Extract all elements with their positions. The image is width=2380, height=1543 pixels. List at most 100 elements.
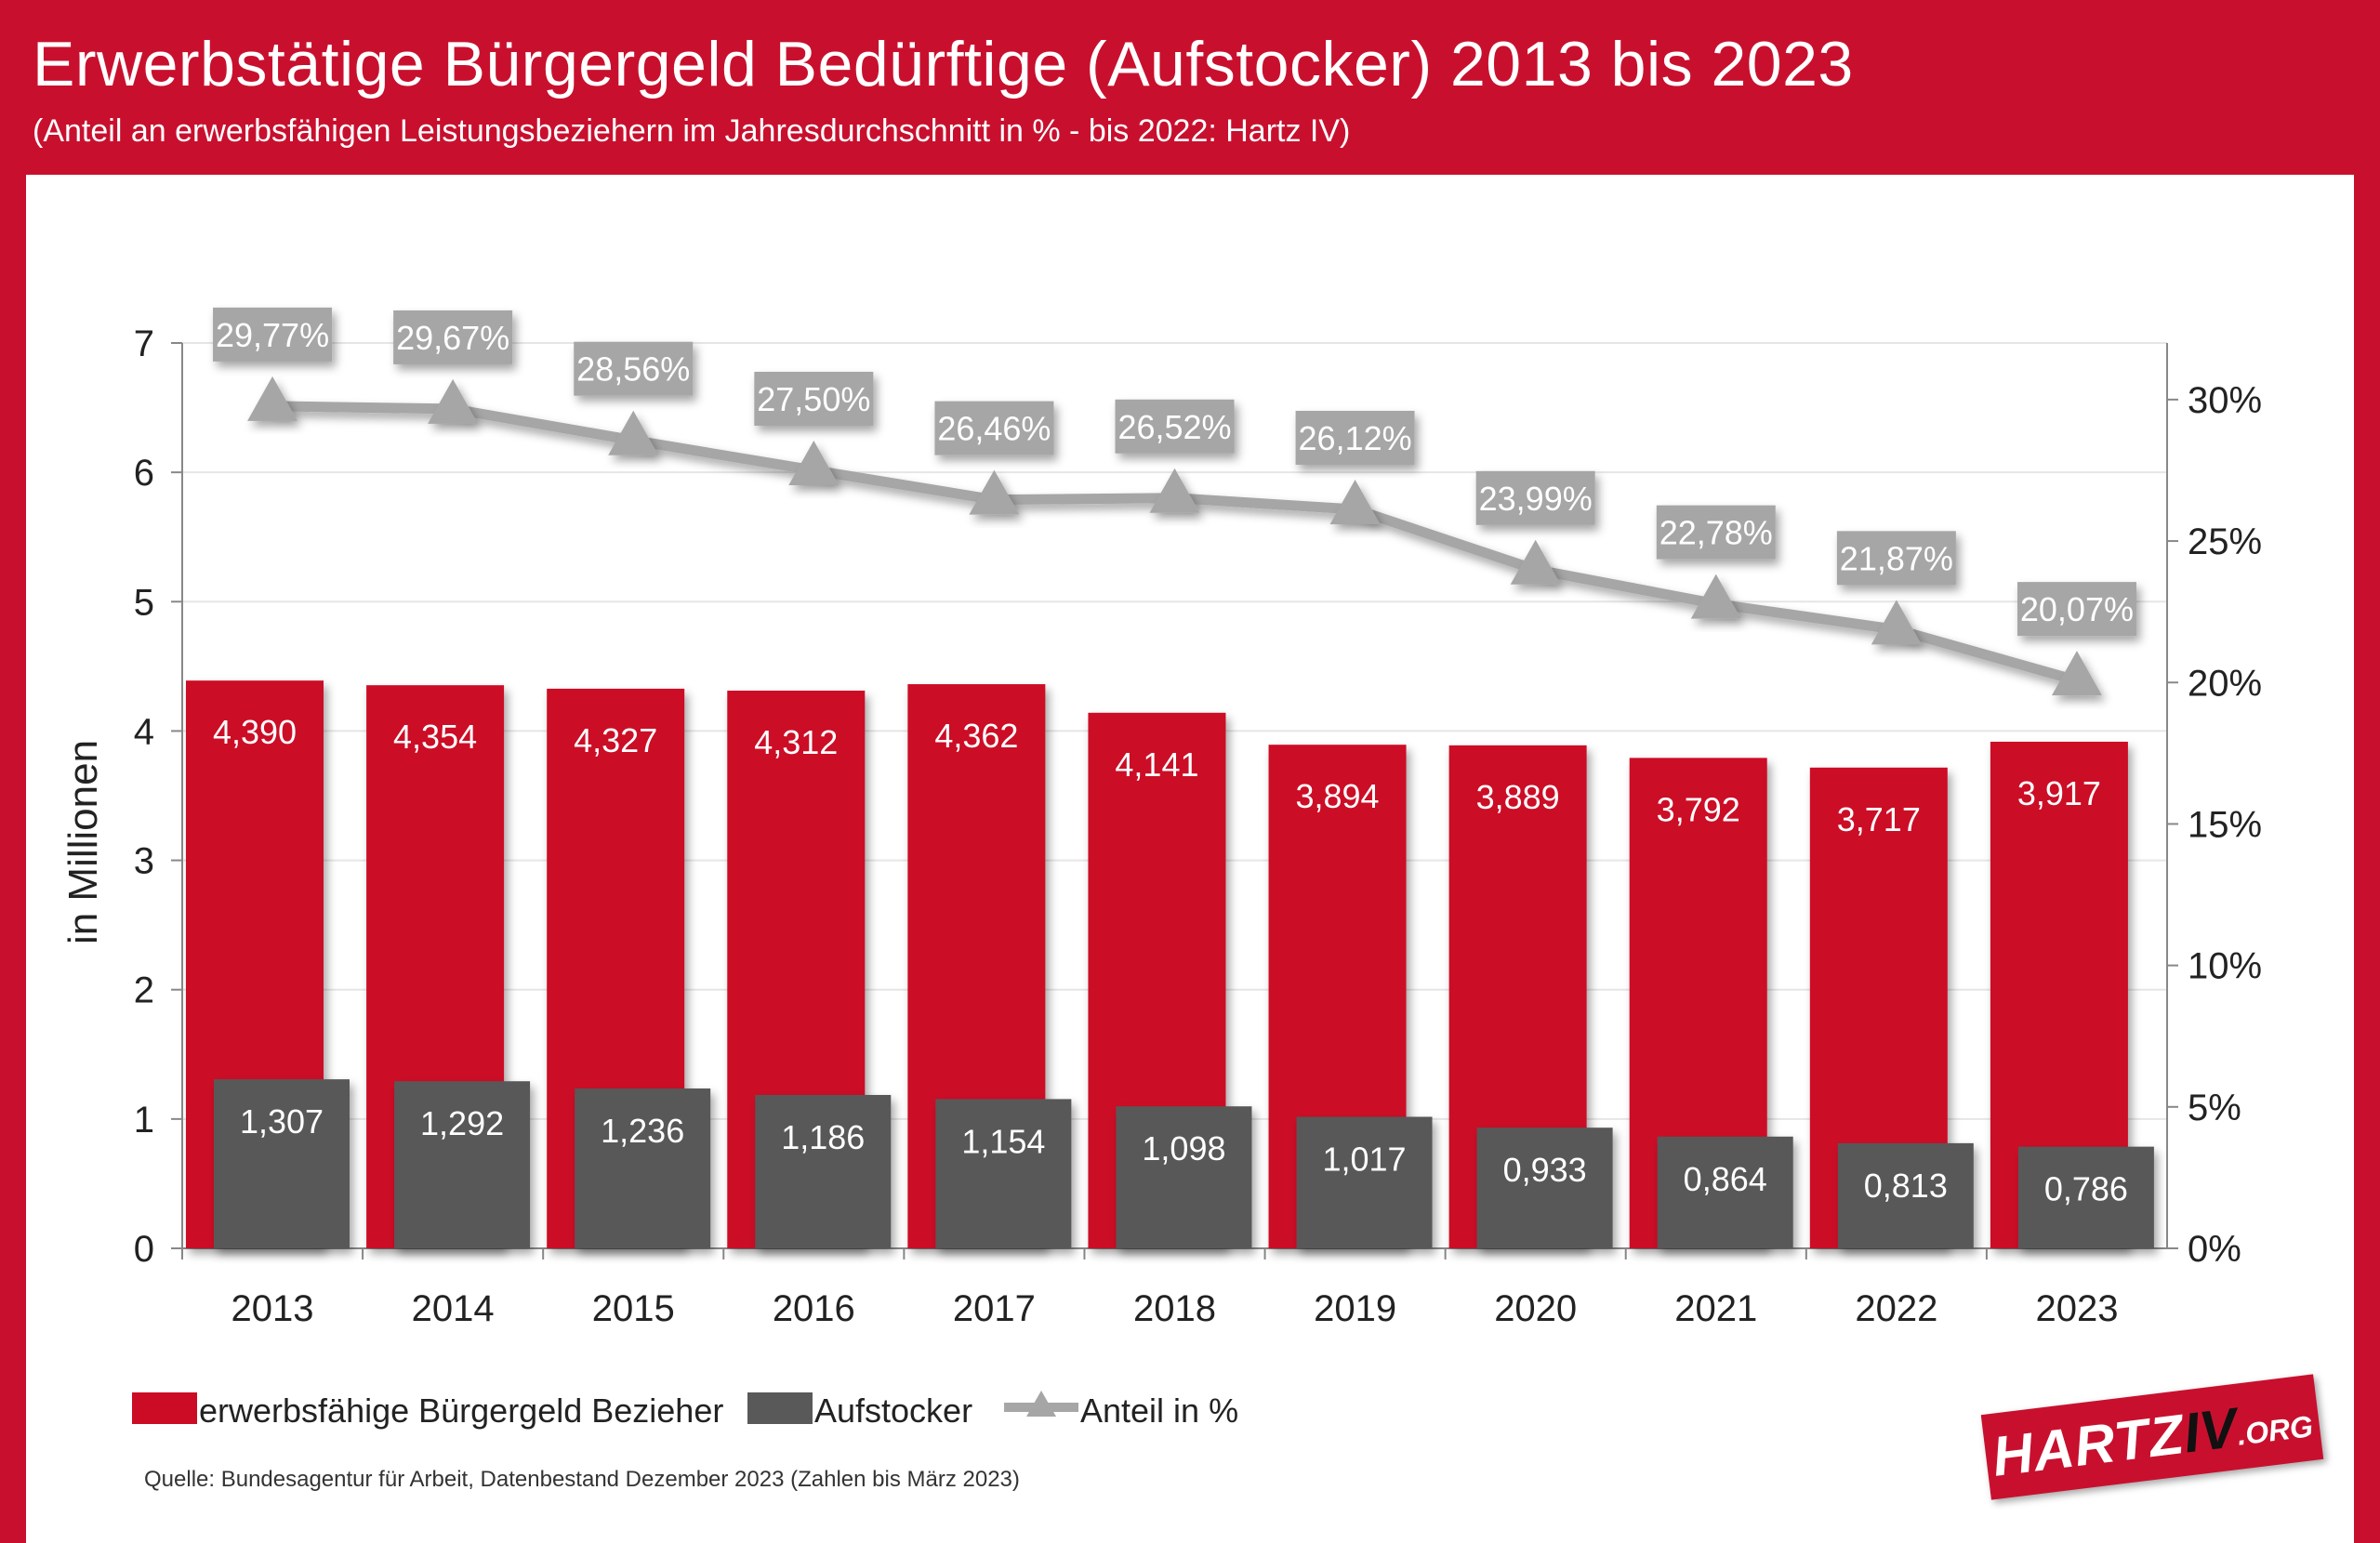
share-line: 29,77% 29,67% 28,56% 27,50% 26,46% 26,52% 26,1…	[213, 307, 2136, 696]
bar-label-buergergeld: 4,312	[754, 723, 838, 761]
share-marker	[788, 440, 840, 485]
bar-aufstocker	[1116, 1106, 1252, 1248]
bar-aufstocker	[2017, 1146, 2154, 1248]
x-tick-label: 2023	[2035, 1288, 2118, 1329]
bar-label-aufstocker: 1,017	[1322, 1140, 1406, 1178]
share-marker	[1329, 479, 1381, 524]
bar-aufstocker	[1657, 1136, 1793, 1248]
share-marker	[1871, 600, 1922, 645]
share-marker	[247, 376, 298, 421]
bar-label-aufstocker: 0,786	[2044, 1170, 2128, 1208]
y-tick-label: 2	[134, 970, 154, 1011]
share-marker	[428, 378, 479, 424]
share-label-box	[1836, 531, 1956, 586]
chart-title: Erwerbstätige Bürgergeld Bedürftige (Auf…	[33, 29, 1854, 99]
x-tick-label: 2013	[231, 1288, 314, 1329]
share-label-box	[1115, 399, 1235, 454]
bar-label-buergergeld: 4,354	[393, 718, 477, 756]
share-marker	[608, 410, 659, 455]
x-tick-label: 2021	[1674, 1288, 1757, 1329]
x-tick-label: 2016	[773, 1288, 855, 1329]
bar-label-buergergeld: 3,792	[1657, 790, 1740, 828]
x-tick-label: 2022	[1855, 1288, 1937, 1329]
x-tick-label: 2017	[953, 1288, 1036, 1329]
y2-tick-label: 30%	[2188, 380, 2262, 421]
bar-label-buergergeld: 3,917	[2017, 774, 2101, 812]
share-label: 26,52%	[1117, 408, 1231, 446]
share-label-box	[574, 341, 694, 396]
share-label: 21,87%	[1840, 539, 1953, 577]
share-label: 20,07%	[2020, 590, 2134, 628]
bar-aufstocker	[935, 1099, 1072, 1248]
y2-tick-label: 15%	[2188, 804, 2262, 845]
share-label: 29,77%	[216, 316, 329, 354]
logo-text-org: .ORG	[2235, 1408, 2315, 1452]
share-label-box	[2016, 582, 2136, 637]
legend-label-share: Anteil in %	[1080, 1391, 1238, 1430]
y2-tick-label: 20%	[2188, 663, 2262, 704]
y-tick-label: 4	[134, 711, 154, 752]
bar-aufstocker	[575, 1088, 711, 1248]
legend-swatch-aufstocker	[747, 1392, 813, 1424]
x-tick-label: 2015	[592, 1288, 675, 1329]
share-label-box	[1295, 410, 1415, 465]
share-label-box	[754, 371, 874, 426]
y-tick-label: 3	[134, 841, 154, 882]
bar-aufstocker	[214, 1079, 350, 1248]
bar-label-buergergeld: 4,141	[1115, 745, 1198, 784]
share-label-box	[1475, 470, 1595, 525]
y2-tick-label: 0%	[2188, 1229, 2241, 1270]
x-tick-label: 2014	[412, 1288, 495, 1329]
bar-label-buergergeld: 4,362	[934, 717, 1018, 755]
share-marker	[1510, 539, 1561, 585]
share-label-box	[393, 310, 513, 364]
share-label: 26,12%	[1299, 419, 1412, 457]
bar-label-aufstocker: 1,236	[601, 1112, 684, 1150]
y-tick-label: 1	[134, 1100, 154, 1141]
share-marker	[2051, 651, 2102, 696]
legend-marker-share	[1026, 1391, 1056, 1417]
bar-aufstocker	[394, 1081, 531, 1248]
bar-label-aufstocker: 0,933	[1503, 1151, 1587, 1189]
share-label: 26,46%	[937, 410, 1051, 448]
share-label: 27,50%	[757, 380, 870, 418]
bar-label-aufstocker: 1,154	[961, 1122, 1045, 1160]
share-marker	[1149, 468, 1200, 513]
bar-label-buergergeld: 3,717	[1837, 800, 1921, 838]
bar-label-aufstocker: 1,098	[1142, 1129, 1225, 1167]
y-tick-label: 7	[134, 323, 154, 364]
legend-label-aufstocker: Aufstocker	[814, 1391, 972, 1430]
x-tick-label: 2020	[1494, 1288, 1577, 1329]
bar-label-aufstocker: 1,307	[240, 1102, 324, 1141]
logo-text-hartz: HARTZ	[1989, 1402, 2188, 1488]
share-label-box	[1656, 505, 1776, 560]
share-label: 29,67%	[396, 319, 509, 357]
y-axis-title: in Millionen	[60, 740, 106, 944]
bar-aufstocker	[1476, 1128, 1613, 1248]
legend-swatch-buergergeld	[132, 1392, 197, 1424]
bar-label-aufstocker: 1,186	[781, 1118, 865, 1156]
source-note: Quelle: Bundesagentur für Arbeit, Datenb…	[144, 1467, 1020, 1492]
bar-label-buergergeld: 3,889	[1476, 778, 1560, 816]
bars: 4,390 1,307 4,354 1,292 4,327 1,236 4,312 1,186…	[186, 680, 2154, 1248]
share-label: 22,78%	[1659, 514, 1773, 552]
legend: erwerbsfähige Bürgergeld Bezieher Aufstoc…	[132, 1391, 1238, 1430]
bar-aufstocker	[1837, 1142, 1974, 1248]
x-tick-label: 2018	[1133, 1288, 1216, 1329]
bar-label-buergergeld: 4,327	[574, 721, 657, 759]
bar-label-aufstocker: 0,864	[1684, 1160, 1767, 1198]
bar-aufstocker	[1296, 1116, 1433, 1248]
share-label-box	[934, 401, 1054, 455]
bar-aufstocker	[755, 1094, 892, 1248]
x-tick-label: 2019	[1314, 1288, 1396, 1329]
bar-label-aufstocker: 0,813	[1864, 1167, 1948, 1205]
share-marker	[969, 469, 1020, 515]
share-label-box	[213, 307, 333, 362]
y-tick-label: 6	[134, 453, 154, 494]
share-label: 28,56%	[576, 350, 690, 389]
bar-label-buergergeld: 3,894	[1295, 777, 1379, 815]
share-label: 23,99%	[1479, 480, 1593, 518]
chart-subtitle: (Anteil an erwerbsfähigen Leistungsbezie…	[33, 113, 1351, 149]
y-tick-label: 5	[134, 582, 154, 623]
